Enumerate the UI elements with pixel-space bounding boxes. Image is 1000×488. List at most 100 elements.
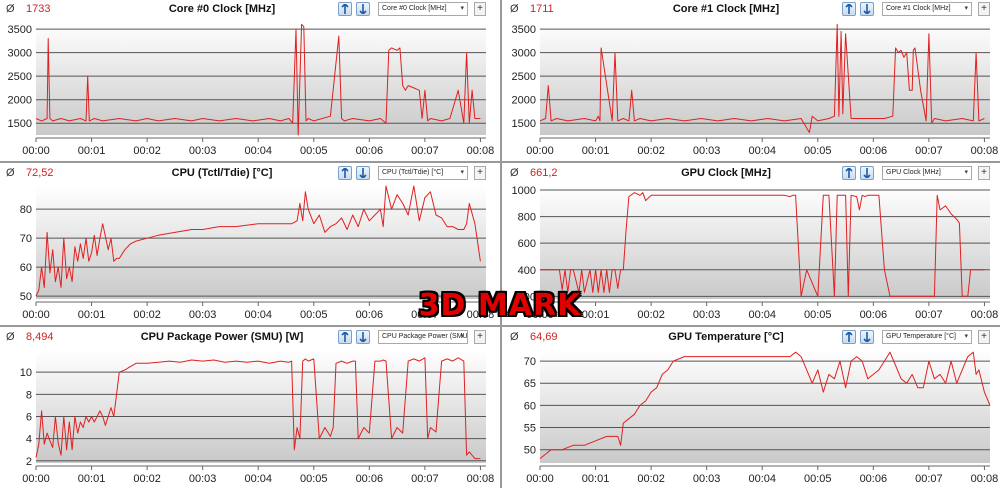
download-icon	[359, 4, 367, 14]
x-tick-label: 00:01	[582, 309, 610, 321]
average-value: 1733	[26, 3, 51, 15]
x-tick-label: 00:02	[637, 309, 665, 321]
pin-icon	[845, 168, 853, 178]
sensor-select-value: CPU (Tctl/Tdie) [°C]	[382, 169, 444, 176]
plot-area	[540, 22, 990, 135]
average-value: 1711	[530, 3, 554, 15]
x-tick-label: 00:08	[971, 473, 999, 485]
download-button[interactable]	[860, 330, 874, 344]
download-button[interactable]	[860, 2, 874, 16]
chart-panel: Ø 64,69 GPU Temperature [°C] GPU Temperatur…	[504, 328, 1000, 488]
x-tick-label: 00:01	[78, 309, 106, 321]
chart-panel: Ø 8,494 CPU Package Power (SMU) [W] CPU Pac…	[0, 328, 496, 488]
chart-header: Ø 72,52 CPU (Tctl/Tdie) [°C] CPU (Tctl/Tdie…	[0, 164, 496, 184]
line-chart: 200 400 600 800 1000 00:00 00:01 00:02 00:03 00:0…	[512, 185, 999, 321]
plot-area	[540, 350, 990, 463]
dropdown-arrow-icon: ▾	[964, 5, 968, 12]
chart-header: Ø 8,494 CPU Package Power (SMU) [W] CPU Pac…	[0, 328, 496, 348]
average-value: 64,69	[530, 331, 558, 343]
panel-divider	[500, 0, 502, 488]
download-button[interactable]	[356, 330, 370, 344]
y-tick-label: 65	[524, 378, 536, 390]
y-tick-label: 1500	[8, 118, 32, 130]
y-tick-label: 60	[20, 262, 32, 274]
x-tick-label: 00:06	[356, 145, 384, 157]
y-tick-label: 2	[26, 456, 32, 468]
x-tick-label: 00:05	[300, 309, 328, 321]
download-button[interactable]	[860, 166, 874, 180]
download-icon	[863, 4, 871, 14]
x-tick-label: 00:06	[860, 145, 888, 157]
chart-title: CPU (Tctl/Tdie) [°C]	[171, 167, 273, 179]
sensor-select[interactable]: GPU Clock [MHz] ▾	[882, 166, 972, 180]
y-tick-label: 50	[524, 445, 536, 457]
x-tick-label: 00:04	[244, 145, 272, 157]
add-chart-button[interactable]: +	[978, 330, 990, 344]
sensor-select-value: Core #0 Clock [MHz]	[382, 5, 447, 12]
x-tick-label: 00:00	[526, 309, 554, 321]
x-tick-label: 00:02	[133, 145, 161, 157]
chart-title: GPU Clock [MHz]	[681, 167, 771, 179]
series-line	[35, 23, 481, 136]
watermark-logo: 3D MARK	[418, 288, 582, 323]
x-tick-label: 00:04	[748, 473, 776, 485]
x-tick-label: 00:07	[411, 473, 439, 485]
pin-button[interactable]	[338, 2, 352, 16]
x-tick-label: 00:00	[526, 145, 554, 157]
add-chart-button[interactable]: +	[474, 2, 486, 16]
x-tick-label: 00:06	[356, 473, 384, 485]
pin-button[interactable]	[842, 330, 856, 344]
series-line	[539, 23, 985, 134]
add-chart-button[interactable]: +	[978, 2, 990, 16]
pin-button[interactable]	[842, 2, 856, 16]
x-tick-label: 00:06	[860, 309, 888, 321]
y-tick-label: 70	[20, 233, 32, 245]
line-chart: 1500 2000 2500 3000 3500 00:00 00:01 00:02 00:03…	[8, 22, 494, 157]
chart-title: GPU Temperature [°C]	[668, 331, 784, 343]
sensor-select[interactable]: GPU Temperature [°C] ▾	[882, 330, 972, 344]
x-tick-label: 00:07	[915, 145, 943, 157]
chart-header: Ø 1711 Core #1 Clock [MHz] Core #1 Clock [M…	[504, 0, 1000, 20]
dropdown-arrow-icon: ▾	[460, 169, 464, 176]
x-tick-label: 00:02	[637, 145, 665, 157]
line-chart: 1500 2000 2500 3000 3500 00:00 00:01 00:02 00:03…	[512, 22, 999, 157]
pin-button[interactable]	[338, 166, 352, 180]
x-tick-label: 00:02	[133, 473, 161, 485]
download-button[interactable]	[356, 2, 370, 16]
download-button[interactable]	[356, 166, 370, 180]
chart-header: Ø 64,69 GPU Temperature [°C] GPU Temperatur…	[504, 328, 1000, 348]
sensor-select[interactable]: CPU Package Power (SMU ▾	[378, 330, 468, 344]
x-tick-label: 00:08	[971, 309, 999, 321]
y-tick-label: 80	[20, 204, 32, 216]
y-tick-label: 1000	[512, 185, 536, 197]
y-tick-label: 3500	[512, 24, 536, 36]
x-tick-label: 00:07	[915, 473, 943, 485]
chart-panel: Ø 1733 Core #0 Clock [MHz] Core #0 Clock [M…	[0, 0, 496, 160]
x-tick-label: 00:01	[582, 473, 610, 485]
dropdown-arrow-icon: ▾	[964, 169, 968, 176]
average-symbol: Ø	[6, 167, 15, 179]
x-tick-label: 00:00	[22, 309, 50, 321]
average-symbol: Ø	[6, 3, 15, 15]
add-chart-button[interactable]: +	[474, 330, 486, 344]
pin-button[interactable]	[842, 166, 856, 180]
y-tick-label: 600	[518, 238, 536, 250]
add-chart-button[interactable]: +	[978, 166, 990, 180]
y-tick-label: 2500	[8, 71, 32, 83]
y-tick-label: 60	[524, 400, 536, 412]
sensor-select[interactable]: CPU (Tctl/Tdie) [°C] ▾	[378, 166, 468, 180]
y-tick-label: 50	[20, 291, 32, 303]
pin-button[interactable]	[338, 330, 352, 344]
x-tick-label: 00:08	[971, 145, 999, 157]
x-tick-label: 00:01	[78, 473, 106, 485]
sensor-select[interactable]: Core #0 Clock [MHz] ▾	[378, 2, 468, 16]
sensor-select-value: CPU Package Power (SMU	[382, 333, 468, 340]
chart-panel: Ø 1711 Core #1 Clock [MHz] Core #1 Clock [M…	[504, 0, 1000, 160]
y-tick-label: 6	[26, 411, 32, 423]
add-chart-button[interactable]: +	[474, 166, 486, 180]
x-tick-label: 00:08	[467, 309, 495, 321]
x-tick-label: 00:03	[189, 473, 217, 485]
y-tick-label: 400	[518, 265, 536, 277]
sensor-select[interactable]: Core #1 Clock [MHz] ▾	[882, 2, 972, 16]
x-tick-label: 00:02	[133, 309, 161, 321]
